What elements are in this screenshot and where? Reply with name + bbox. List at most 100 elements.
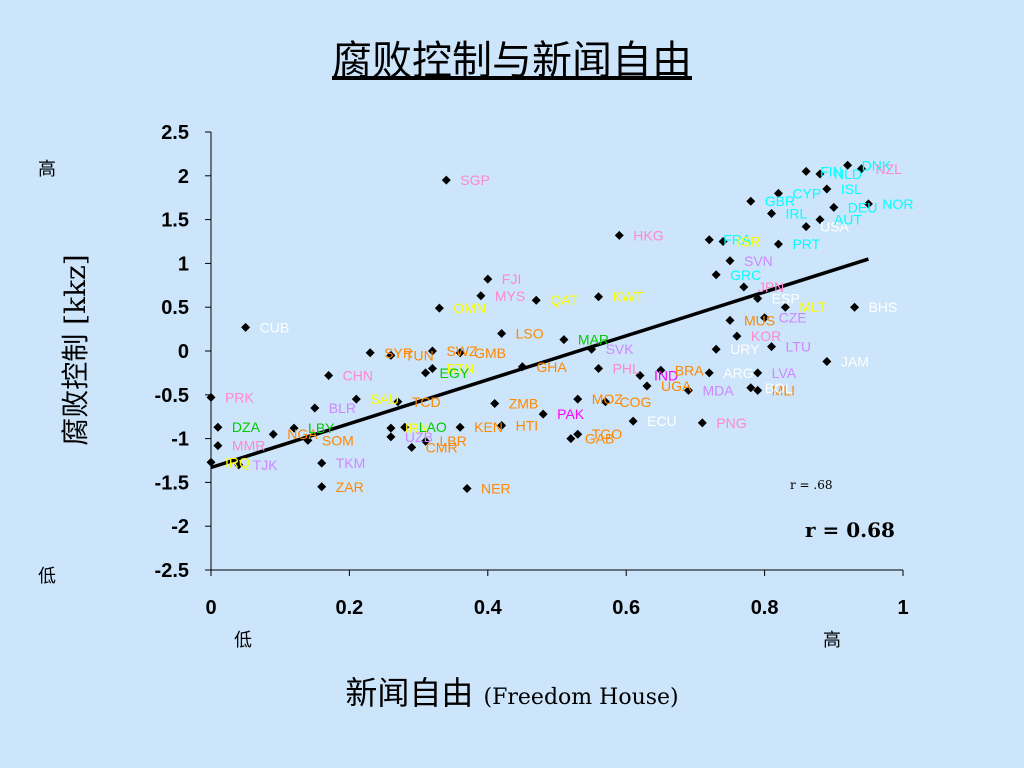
- x-tick-label: 0.8: [751, 597, 779, 619]
- data-point: [303, 435, 313, 445]
- data-point: [656, 365, 666, 375]
- point-label: FRA: [723, 232, 752, 248]
- point-label: TJK: [253, 457, 279, 473]
- point-label: IND: [654, 368, 678, 384]
- data-point: [753, 368, 763, 378]
- data-point: [455, 422, 465, 432]
- point-label: KWT: [613, 289, 645, 305]
- data-point: [517, 362, 527, 372]
- y-tick-label: -0.5: [155, 385, 189, 407]
- data-point: [628, 416, 638, 426]
- data-point: [462, 484, 472, 494]
- data-point: [635, 371, 645, 381]
- point-label: ECU: [647, 413, 677, 429]
- point-label: KEN: [474, 419, 503, 435]
- data-point: [725, 315, 735, 325]
- point-label: CYP: [792, 185, 821, 201]
- point-label: JPN: [758, 279, 784, 295]
- point-label: IRQ: [225, 454, 250, 470]
- data-point: [739, 282, 749, 292]
- data-point: [455, 348, 465, 358]
- data-point: [767, 208, 777, 218]
- data-point: [421, 368, 431, 378]
- point-label: ISR: [737, 234, 760, 250]
- point-label: MYS: [495, 288, 525, 304]
- point-label: BHS: [869, 299, 898, 315]
- point-label: LAO: [419, 419, 447, 435]
- point-label: KOR: [751, 328, 781, 344]
- point-label: NER: [481, 481, 511, 497]
- point-label: MAR: [578, 332, 609, 348]
- data-point: [483, 274, 493, 284]
- point-label: NZL: [875, 161, 902, 177]
- point-label: PRT: [792, 236, 820, 252]
- point-label: UGA: [661, 378, 692, 394]
- point-label: TKM: [336, 455, 366, 471]
- point-label: GBR: [765, 193, 795, 209]
- point-label: UZB: [405, 429, 433, 445]
- point-label: SYR: [384, 345, 413, 361]
- x-tick-label: 1: [897, 597, 908, 619]
- data-point: [213, 441, 223, 451]
- point-label: TCD: [412, 394, 441, 410]
- data-point: [614, 230, 624, 240]
- y-tick-label: 1: [178, 253, 189, 275]
- data-point: [856, 164, 866, 174]
- y-tick-label: 1.5: [161, 210, 189, 232]
- y-high-label: 高: [38, 159, 56, 180]
- point-label: LVA: [772, 365, 797, 381]
- point-label: SVN: [744, 253, 773, 269]
- data-point: [822, 357, 832, 367]
- point-label: CUB: [260, 319, 290, 335]
- point-label: BLR: [329, 400, 356, 416]
- data-point: [683, 385, 693, 395]
- y-tick-label: 2.5: [161, 122, 189, 144]
- x-tick-label: 0.6: [612, 597, 640, 619]
- data-point: [386, 423, 396, 433]
- point-label: GRC: [730, 267, 761, 283]
- r-annotation: r = 0.68: [805, 518, 895, 542]
- data-point: [268, 429, 278, 439]
- points-layer: [206, 160, 873, 494]
- x-high-label: 高: [823, 630, 841, 651]
- point-label: USA: [820, 219, 849, 235]
- data-point: [704, 368, 714, 378]
- data-point: [815, 215, 825, 225]
- data-point: [421, 436, 431, 446]
- data-point: [213, 422, 223, 432]
- data-point: [843, 160, 853, 170]
- data-point: [767, 342, 777, 352]
- data-point: [490, 399, 500, 409]
- data-point: [407, 442, 417, 452]
- data-point: [317, 458, 327, 468]
- point-label: MLI: [772, 382, 795, 398]
- trend-line: [210, 257, 869, 470]
- point-label: GMB: [474, 345, 506, 361]
- data-point: [206, 457, 216, 467]
- data-point: [206, 392, 216, 402]
- data-point: [850, 302, 860, 312]
- point-label: NLD: [834, 166, 862, 182]
- data-point: [760, 313, 770, 323]
- data-point: [594, 364, 604, 374]
- x-tick-label: 0.2: [335, 597, 363, 619]
- data-point: [497, 420, 507, 430]
- point-label: FJI: [502, 271, 521, 287]
- data-point: [863, 199, 873, 209]
- point-label: HTI: [516, 417, 539, 433]
- data-point: [241, 322, 251, 332]
- point-label: JAM: [841, 354, 869, 370]
- point-label: LSO: [516, 325, 544, 341]
- y-axis-label: 腐败控制 [kkz]: [59, 254, 92, 446]
- point-label: MOZ: [592, 391, 624, 407]
- data-point: [400, 422, 410, 432]
- data-point: [566, 434, 576, 444]
- data-point: [317, 482, 327, 492]
- y-tick-label: 2: [178, 166, 189, 188]
- data-point: [829, 202, 839, 212]
- data-point: [497, 328, 507, 338]
- data-point: [753, 293, 763, 303]
- point-label: CZE: [779, 310, 807, 326]
- point-label: AUT: [834, 212, 862, 228]
